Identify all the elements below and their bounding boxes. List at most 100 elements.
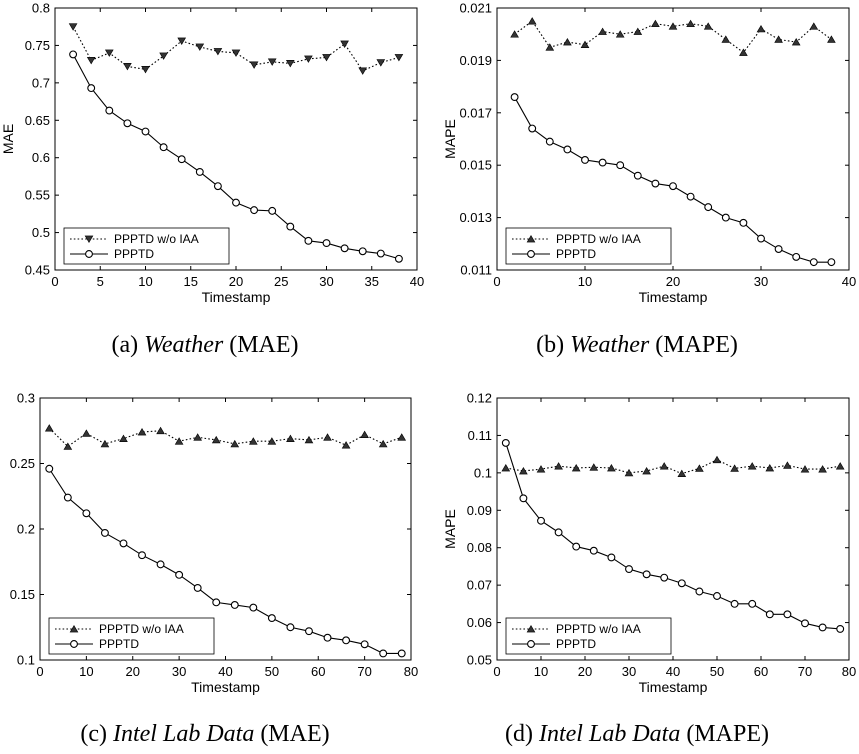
data-point	[195, 167, 204, 176]
data-point	[616, 161, 625, 170]
y-tick-label: 0.11	[468, 428, 492, 443]
data-point	[342, 636, 351, 645]
series-ppptd	[45, 464, 406, 658]
data-point	[69, 50, 78, 59]
data-point	[809, 22, 819, 30]
legend-label: PPPTD w/o IAA	[556, 232, 641, 246]
data-point	[677, 469, 687, 477]
data-point	[267, 614, 276, 623]
chart-panel-4: 0 10 20 30 40 50 60 70 80 0.05 0.06 0.07 0.08 0.09 0.1…	[442, 391, 856, 748]
legend-label: PPPTD	[114, 247, 154, 261]
x-tick-label: 0	[493, 274, 500, 289]
data-point	[668, 22, 678, 30]
data-point	[286, 434, 295, 442]
data-point	[510, 30, 519, 38]
data-point	[341, 441, 351, 449]
y-tick-label: 0.019	[459, 53, 492, 68]
x-tick-label: 5	[97, 274, 104, 289]
data-point	[571, 463, 581, 472]
data-point	[123, 63, 132, 71]
data-point	[536, 465, 546, 473]
y-tick-label: 0.8	[32, 1, 50, 16]
data-point	[267, 58, 277, 66]
series-line	[72, 26, 400, 72]
x-tick-label: 30	[319, 274, 333, 289]
data-point	[193, 433, 202, 441]
data-point	[195, 43, 205, 51]
data-point	[730, 599, 739, 608]
data-point	[304, 236, 313, 245]
legend-label: PPPTD	[99, 637, 139, 651]
y-tick-label: 0.09	[467, 503, 492, 518]
data-point	[545, 137, 554, 146]
data-point	[360, 430, 369, 439]
data-point	[792, 252, 801, 261]
data-point	[528, 124, 537, 133]
data-point	[659, 462, 669, 470]
data-point	[686, 192, 695, 201]
data-point	[827, 258, 836, 267]
x-tick-label: 20	[578, 664, 592, 679]
data-point	[379, 649, 388, 658]
data-point	[378, 439, 388, 448]
data-point	[119, 434, 128, 442]
data-point	[358, 67, 368, 75]
data-point	[730, 464, 739, 472]
data-point	[304, 435, 314, 444]
data-point	[651, 19, 660, 28]
data-point	[104, 49, 114, 57]
data-point	[305, 627, 313, 636]
data-point	[572, 542, 581, 551]
data-point	[580, 40, 590, 49]
legend-box	[505, 617, 672, 655]
legend-label: PPPTD w/o IAA	[556, 622, 641, 636]
series-ppptd	[510, 93, 836, 267]
y-tick-label: 0.06	[467, 615, 492, 630]
data-point	[818, 465, 827, 473]
y-tick-label: 0.1	[17, 653, 35, 668]
data-point	[82, 509, 91, 518]
x-tick-label: 80	[404, 664, 418, 679]
data-point	[818, 623, 827, 632]
data-point	[397, 649, 406, 658]
x-axis-label: Timestamp	[202, 289, 271, 305]
data-point	[63, 493, 72, 502]
data-point	[563, 145, 572, 154]
data-point	[747, 462, 757, 470]
data-point	[712, 455, 722, 464]
y-tick-label: 0.013	[459, 210, 492, 225]
y-tick-label: 0.6	[32, 150, 50, 165]
data-point	[100, 439, 110, 448]
data-point	[82, 429, 91, 437]
data-point	[360, 640, 369, 649]
data-point	[642, 570, 651, 579]
data-point	[105, 106, 114, 115]
data-point	[836, 624, 845, 633]
data-point	[211, 435, 221, 444]
data-point	[633, 171, 642, 180]
x-tick-label: 30	[172, 664, 186, 679]
series-line	[48, 427, 402, 448]
y-tick-label: 0.011	[460, 263, 492, 278]
figure-caption: (a) Weather (MAE)	[111, 332, 298, 358]
y-tick-label: 0.65	[25, 113, 50, 128]
x-tick-label: 10	[138, 274, 152, 289]
data-point	[721, 213, 730, 222]
data-point	[783, 610, 792, 619]
y-tick-label: 0.45	[25, 263, 50, 278]
data-point	[322, 239, 331, 248]
x-tick-label: 40	[218, 664, 232, 679]
data-point	[322, 54, 331, 62]
legend-marker	[85, 250, 93, 258]
data-point	[249, 437, 258, 445]
data-point	[800, 465, 810, 473]
data-point	[267, 437, 277, 445]
caption-dataset: Weather	[144, 332, 224, 358]
caption-dataset: Intel Lab Data	[538, 721, 680, 747]
legend-marker	[527, 640, 535, 648]
series-ppptd-wo-iaa	[68, 23, 404, 75]
data-point	[45, 464, 54, 473]
data-point	[783, 461, 792, 469]
data-point	[394, 254, 403, 263]
data-point	[703, 22, 713, 30]
